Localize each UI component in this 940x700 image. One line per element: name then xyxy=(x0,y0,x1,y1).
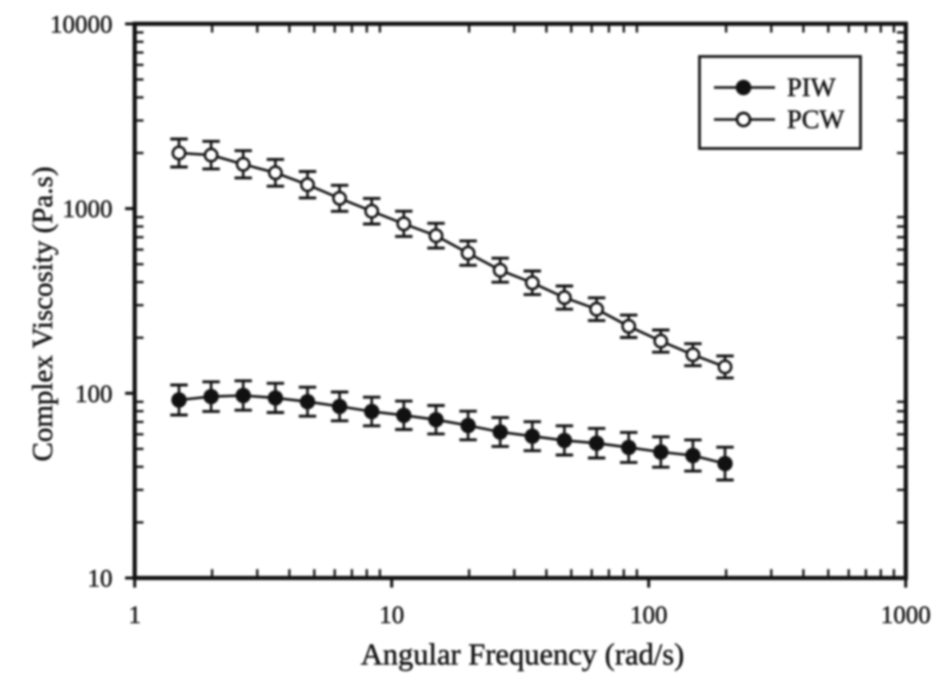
svg-text:PIW: PIW xyxy=(787,72,836,102)
svg-text:Angular Frequency (rad/s): Angular Frequency (rad/s) xyxy=(361,638,685,672)
svg-text:100: 100 xyxy=(75,381,113,408)
svg-text:Complex Viscosity (Pa.s): Complex Viscosity (Pa.s) xyxy=(27,167,59,462)
svg-text:PCW: PCW xyxy=(787,104,844,134)
svg-text:10000: 10000 xyxy=(50,12,113,39)
svg-text:1: 1 xyxy=(128,602,141,629)
svg-text:100: 100 xyxy=(630,602,668,629)
svg-text:10: 10 xyxy=(88,566,113,593)
svg-text:1000: 1000 xyxy=(881,602,931,629)
svg-text:1000: 1000 xyxy=(63,196,113,223)
svg-text:10: 10 xyxy=(379,602,404,629)
